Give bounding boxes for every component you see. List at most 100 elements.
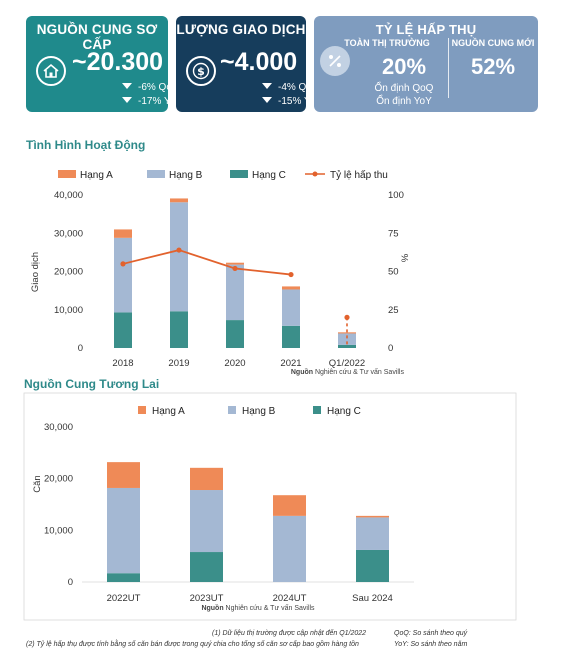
absorption-right-value: 52%	[470, 54, 516, 79]
x2-tick-label: 2022UT	[107, 593, 141, 604]
legend-swatch-2	[230, 170, 248, 178]
bar-segment	[282, 289, 300, 326]
supply-change-qoq: -6% QoQ	[122, 82, 168, 94]
absorption-right-label: NGUỒN CUNG MỚI	[451, 38, 535, 48]
bar-segment	[226, 320, 244, 348]
bar-segment	[273, 515, 306, 582]
absorption-left-label: TOÀN THỊ TRƯỜNG	[344, 38, 430, 48]
supply-card-title: NGUỒN CUNG SƠ CẤP	[36, 22, 158, 52]
down-triangle-icon	[122, 97, 132, 103]
bar-segment	[114, 312, 132, 348]
transactions-change-qoq: -4% QoQ	[262, 82, 306, 94]
chart1-source: Nguồn Nghiên cứu & Tư vấn Savills	[291, 367, 405, 376]
percent-icon	[320, 46, 350, 76]
legend-label-2: Hạng C	[252, 170, 286, 181]
bar-segment	[170, 202, 188, 312]
performance-section-title: Tình Hình Hoạt Động	[26, 138, 146, 152]
house-icon	[36, 56, 66, 86]
x-tick-label: Q1/2022	[329, 358, 365, 369]
legend-label-1: Hạng B	[169, 170, 203, 181]
y-right-axis-title: %	[400, 253, 411, 262]
absorption-note-qoq: Ổn định QoQ	[374, 83, 434, 94]
y2-axis-title: Căn	[32, 475, 43, 492]
legend2-label-0: Hạng A	[152, 406, 185, 417]
y-right-tick-label: 50	[388, 267, 399, 278]
y2-tick-label: 20,000	[44, 474, 73, 485]
legend2-swatch-1	[228, 406, 236, 414]
charts-canvas: Hạng A Hạng B Hạng C Tỷ lệ hấp thu 0 10,000 20…	[23, 169, 517, 621]
legend-marker-absorption	[312, 171, 318, 177]
y-axis-title: Giao dịch	[30, 252, 41, 292]
y-right-tick-label: 0	[388, 343, 393, 354]
absorption-point-latest	[344, 314, 350, 320]
transactions-card: LƯỢNG GIAO DỊCH $ ~4.000 -4% QoQ -15% Yo…	[176, 16, 306, 112]
absorption-point	[176, 247, 182, 253]
absorption-card: TỶ LỆ HẤP THỤ TOÀN THỊ TRƯỜNG NGUỒN CUNG…	[314, 16, 538, 112]
x-tick-label: 2021	[280, 358, 301, 369]
supply-card: NGUỒN CUNG SƠ CẤP ~20.300 -6% QoQ -17% Y…	[26, 16, 168, 112]
dollar-coin-icon: $	[186, 56, 216, 86]
x-tick-label: 2020	[224, 358, 245, 369]
bar-segment	[107, 462, 140, 488]
absorption-separator	[448, 38, 449, 98]
future-supply-section-title: Nguồn Cung Tương Lai	[24, 377, 160, 391]
chart2-frame	[23, 392, 517, 621]
bar-segment	[273, 495, 306, 516]
y-right-tick-label: 75	[388, 228, 399, 239]
legend-swatch-0	[58, 170, 76, 178]
legend2-swatch-0	[138, 406, 146, 414]
supply-change-yoy: -17% YoY	[122, 96, 168, 108]
absorption-card-title: TỶ LỆ HẤP THỤ	[375, 22, 477, 37]
absorption-point	[232, 265, 238, 272]
bar-segment	[190, 490, 223, 553]
bar-segment	[114, 229, 132, 238]
legend2-swatch-2	[313, 406, 321, 414]
legend2-label-1: Hạng B	[242, 406, 276, 417]
bar-segment	[190, 552, 223, 582]
bar-segment	[107, 573, 140, 582]
bar-segment	[282, 325, 300, 348]
bar-segment	[282, 286, 300, 290]
x2-tick-label: 2024UT	[273, 593, 307, 604]
bar-segment	[338, 344, 356, 348]
bar-segment	[356, 517, 389, 550]
bar-segment	[226, 264, 244, 321]
y-tick-label: 40,000	[54, 190, 83, 201]
x-tick-label: 2019	[168, 358, 189, 369]
chart2-source: Nguồn Nghiên cứu & Tư vấn Savills	[201, 603, 315, 612]
down-triangle-icon	[262, 97, 272, 103]
bar-segment	[338, 333, 356, 345]
transactions-change-yoy: -15% YoY	[262, 96, 306, 108]
absorption-line	[122, 249, 292, 276]
y-tick-label: 0	[78, 343, 83, 354]
bar-segment	[226, 262, 244, 265]
down-triangle-icon	[262, 83, 272, 89]
legend-label-absorption: Tỷ lệ hấp thu	[330, 169, 388, 181]
supply-value: ~20.300	[72, 48, 164, 76]
y2-tick-label: 30,000	[44, 422, 73, 433]
transactions-card-title: LƯỢNG GIAO DỊCH	[176, 22, 306, 37]
x-tick-label: 2018	[112, 358, 133, 369]
footnote-2: (2) Tỷ lệ hấp thụ được tính bằng số căn …	[26, 641, 359, 648]
footnote-1: (1) Dữ liệu thị trường được cập nhật đến…	[212, 630, 367, 637]
bar-segment	[107, 487, 140, 574]
y-tick-label: 30,000	[54, 228, 83, 239]
y-tick-label: 20,000	[54, 267, 83, 278]
y2-tick-label: 10,000	[44, 525, 73, 536]
down-triangle-icon	[122, 83, 132, 89]
x2-tick-label: 2023UT	[190, 593, 224, 604]
absorption-note-yoy: Ổn định YoY	[376, 96, 432, 107]
bar-segment	[170, 311, 188, 348]
y-right-tick-label: 100	[388, 190, 404, 201]
bar-segment	[356, 549, 389, 582]
footnote-yoy: YoY: So sánh theo năm	[394, 641, 468, 648]
bar-segment	[114, 237, 132, 313]
y-tick-label: 10,000	[54, 305, 83, 316]
absorption-point	[288, 271, 294, 278]
bar-segment	[170, 198, 188, 203]
bar-segment	[356, 515, 389, 518]
legend2-label-2: Hạng C	[327, 406, 361, 417]
absorption-point	[120, 261, 126, 267]
transactions-value: ~4.000	[220, 48, 298, 76]
y2-tick-label: 0	[68, 577, 73, 588]
